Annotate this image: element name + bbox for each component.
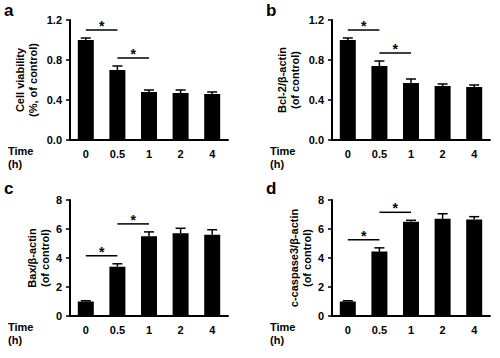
svg-text:Time: Time <box>270 321 295 333</box>
svg-text:0.8: 0.8 <box>309 54 324 66</box>
svg-text:2: 2 <box>178 148 184 160</box>
svg-text:Time: Time <box>8 145 33 157</box>
svg-text:Bcl-2/β-actin: Bcl-2/β-actin <box>276 47 288 113</box>
svg-text:0: 0 <box>83 148 89 160</box>
svg-text:0: 0 <box>345 148 351 160</box>
svg-text:(of control): (of control) <box>289 51 301 109</box>
svg-text:4: 4 <box>471 148 478 160</box>
svg-text:8: 8 <box>318 194 324 206</box>
svg-text:4: 4 <box>318 252 325 264</box>
svg-text:d: d <box>266 179 276 198</box>
svg-text:b: b <box>266 1 276 20</box>
svg-text:4: 4 <box>471 324 478 336</box>
svg-text:4: 4 <box>209 324 216 336</box>
svg-text:2: 2 <box>440 324 446 336</box>
svg-text:0.0: 0.0 <box>47 134 62 146</box>
svg-text:1.2: 1.2 <box>47 14 62 26</box>
svg-text:a: a <box>4 1 14 20</box>
svg-text:4: 4 <box>56 252 63 264</box>
svg-text:4: 4 <box>209 148 216 160</box>
svg-text:*: * <box>130 46 136 62</box>
svg-text:1: 1 <box>146 148 152 160</box>
svg-text:1.2: 1.2 <box>309 14 324 26</box>
svg-text:(h): (h) <box>8 158 22 170</box>
svg-text:0.5: 0.5 <box>110 148 125 160</box>
svg-text:*: * <box>99 18 105 34</box>
svg-text:0.4: 0.4 <box>309 94 325 106</box>
svg-text:*: * <box>99 244 105 260</box>
svg-text:0.5: 0.5 <box>110 324 125 336</box>
svg-text:(h): (h) <box>270 334 284 346</box>
svg-text:0.4: 0.4 <box>47 94 63 106</box>
svg-text:Bax/β-actin: Bax/β-actin <box>26 228 38 288</box>
svg-text:*: * <box>130 212 136 228</box>
svg-text:1: 1 <box>146 324 152 336</box>
svg-text:0: 0 <box>345 324 351 336</box>
svg-text:0.5: 0.5 <box>372 148 387 160</box>
svg-text:(%, of control): (%, of control) <box>27 43 39 117</box>
svg-text:1: 1 <box>408 324 414 336</box>
svg-text:0.0: 0.0 <box>309 134 324 146</box>
svg-text:0: 0 <box>56 310 62 322</box>
svg-text:(of control): (of control) <box>301 229 313 287</box>
svg-text:1: 1 <box>408 148 414 160</box>
svg-text:*: * <box>361 18 367 34</box>
svg-text:0.8: 0.8 <box>47 54 62 66</box>
svg-text:(h): (h) <box>8 334 22 346</box>
svg-text:0: 0 <box>83 324 89 336</box>
svg-text:Time: Time <box>8 321 33 333</box>
svg-text:2: 2 <box>178 324 184 336</box>
svg-text:*: * <box>361 228 367 244</box>
svg-text:8: 8 <box>56 194 62 206</box>
svg-text:0: 0 <box>318 310 324 322</box>
svg-text:(of control): (of control) <box>39 229 51 287</box>
svg-text:c-caspase3/β-actin: c-caspase3/β-actin <box>288 209 300 308</box>
svg-text:(h): (h) <box>270 158 284 170</box>
svg-text:2: 2 <box>56 281 62 293</box>
svg-text:2: 2 <box>440 148 446 160</box>
svg-text:*: * <box>392 200 398 216</box>
svg-text:c: c <box>4 179 13 198</box>
svg-text:0.5: 0.5 <box>372 324 387 336</box>
svg-text:6: 6 <box>56 223 62 235</box>
svg-text:Cell viability: Cell viability <box>14 47 26 112</box>
svg-text:Time: Time <box>270 145 295 157</box>
svg-text:2: 2 <box>318 281 324 293</box>
svg-text:*: * <box>392 41 398 57</box>
svg-text:6: 6 <box>318 223 324 235</box>
